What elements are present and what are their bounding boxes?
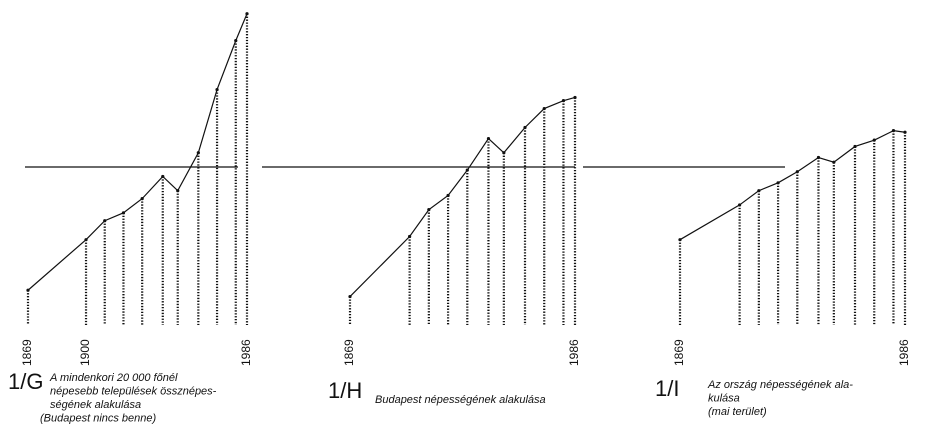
x-tick-label: 1986: [897, 339, 911, 366]
point: [891, 129, 896, 133]
point: [465, 168, 469, 172]
point: [408, 234, 412, 239]
x-tick-label: 1869: [672, 339, 686, 366]
point: [903, 130, 907, 134]
point: [84, 238, 88, 242]
caption-line: A mindenkori 20 000 főnél: [49, 372, 178, 384]
caption-line: Budapest népességének alakulása: [375, 394, 546, 406]
point: [176, 189, 180, 193]
x-tick-label: 1986: [567, 339, 581, 366]
point: [140, 197, 144, 201]
point: [523, 125, 527, 130]
point: [161, 174, 165, 179]
caption-line: (mai terület): [708, 406, 767, 418]
point: [542, 106, 546, 111]
point: [776, 181, 780, 185]
point: [26, 288, 30, 292]
point: [502, 151, 506, 155]
point: [795, 170, 799, 174]
series-line: [27, 13, 248, 291]
point: [486, 136, 491, 141]
point: [816, 155, 821, 160]
point: [573, 95, 577, 100]
series-line: [679, 130, 906, 241]
point: [757, 189, 761, 193]
point: [446, 193, 450, 198]
point: [348, 294, 352, 299]
caption-line: népesebb települések össznépes-: [50, 385, 217, 397]
caption-line: kulása: [708, 392, 740, 404]
panel-label: 1/G: [8, 369, 43, 394]
point: [234, 39, 238, 43]
caption-line: (Budapest nincs benne): [40, 412, 157, 424]
x-tick-label: 1900: [78, 339, 92, 366]
point: [245, 12, 249, 16]
point: [832, 160, 836, 164]
point: [196, 151, 200, 155]
point: [738, 203, 742, 207]
point: [872, 138, 876, 142]
panel-label: 1/I: [655, 376, 679, 401]
x-tick-label: 1869: [342, 339, 356, 366]
point: [427, 208, 431, 212]
point: [678, 238, 682, 242]
panel-label: 1/H: [328, 378, 362, 403]
caption-line: ségének alakulása: [50, 399, 141, 411]
point: [561, 99, 566, 103]
point: [121, 211, 126, 215]
series-line: [349, 96, 576, 297]
point: [853, 144, 857, 149]
x-tick-label: 1986: [239, 339, 253, 366]
x-tick-label: 1869: [20, 339, 34, 366]
point: [103, 219, 107, 223]
point: [215, 87, 219, 92]
caption-line: Az ország népességének ala-: [707, 379, 853, 391]
